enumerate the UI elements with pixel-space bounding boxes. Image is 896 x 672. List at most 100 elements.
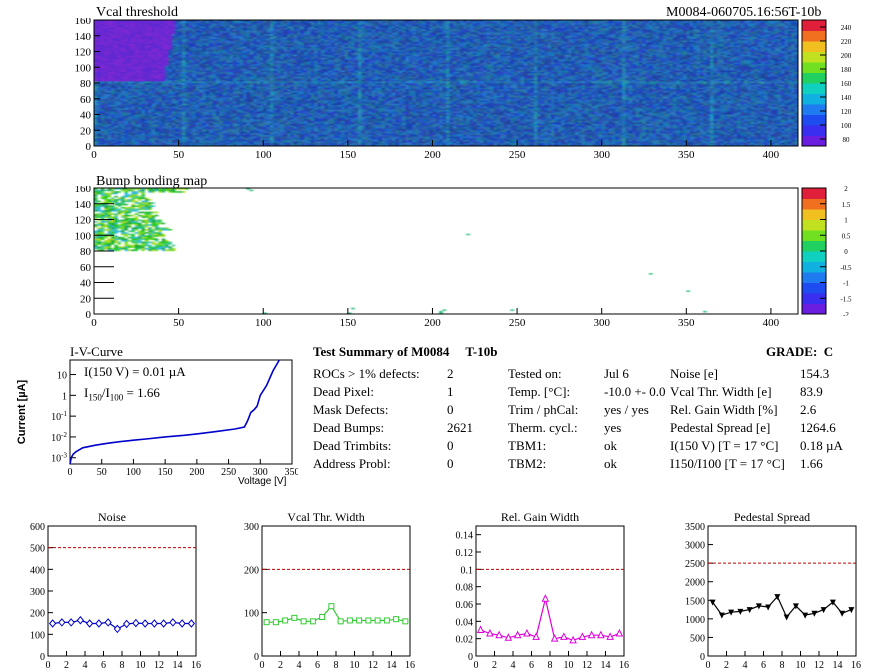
bump-bonding-xtick-label: 300: [593, 317, 610, 329]
gain-width-point: [606, 632, 614, 640]
bump-bonding-colorbar: 2 1.5 1 0.5 0 -0.5 -1 -1.5 -2: [801, 186, 852, 316]
noise-ytick-label: 300: [30, 587, 45, 598]
summary-col3-label: I150/I100 [T = 17 °C]: [670, 456, 785, 471]
pedestal-spread-xtick-label: 4: [743, 660, 748, 671]
bump-bonding-ytick-label: 160: [75, 186, 92, 195]
iv-annotation-current: I(150 V) = 0.01 µA: [84, 364, 186, 379]
summary-col3-value: 1.66: [800, 456, 823, 471]
gain-width-point: [541, 594, 550, 602]
pedestal-spread-xtick-label: 2: [724, 660, 729, 671]
noise-title: Noise: [98, 510, 126, 524]
vcal-width-ytick-label: 200: [244, 565, 259, 576]
vcal-threshold-ytick-label: 160: [75, 18, 92, 27]
summary-col1-label: Dead Bumps:: [313, 420, 385, 435]
pedestal-spread-point: [820, 607, 827, 614]
bump-bonding-ytick-label: 140: [75, 199, 92, 211]
gain-width-point: [486, 628, 494, 637]
bump-colorbar-tick-label: 1: [844, 217, 848, 225]
pedestal-spread-title: Pedestal Spread: [734, 510, 810, 524]
iv-frame: [69, 359, 293, 465]
pedestal-spread-frame: [707, 525, 857, 657]
pedestal-spread-point: [783, 614, 790, 621]
noise-frame: [47, 525, 197, 657]
pedestal-spread-ytick-label: 3500: [685, 522, 705, 533]
vcal-threshold-xtick-label: 200: [424, 149, 441, 160]
noise-point: [113, 624, 122, 634]
bump-bonding-ytick-label: 0: [86, 309, 92, 321]
vcal-threshold-ytick-label: 80: [80, 78, 92, 90]
vcal-threshold-heatmap: 0 50 100 150 200 250 300 350 400 0 20 40 60 80 100 120 1…: [75, 18, 799, 160]
bump-colorbar-band: [802, 272, 826, 283]
pedestal-spread-line: [712, 595, 852, 619]
summary-col3-value: 2.6: [800, 402, 817, 417]
vcal-colorbar-tick-label: 80: [843, 136, 851, 144]
noise-xtick-label: 16: [191, 660, 201, 671]
summary-col1-value: 0: [447, 438, 454, 453]
vcal-width-point: [319, 614, 326, 620]
iv-annotation-ratio: I150/I100 = 1.66: [84, 385, 160, 403]
noise-point: [122, 619, 131, 629]
vcal-colorbar-tick-label: 160: [841, 80, 852, 88]
vcal-threshold-colorbar: 80 100 120 140 160 180 200 220 240: [801, 19, 852, 147]
pedestal-spread-point: [839, 610, 846, 617]
vcal-threshold-ytick-label: 20: [80, 125, 92, 137]
gain-width-ytick-label: 0.04: [456, 617, 474, 628]
pedestal-spread-ytick-label: 3000: [685, 541, 705, 552]
bump-bonding-title: Bump bonding map: [96, 174, 208, 189]
pedestal-spread-point: [792, 603, 799, 610]
noise-ytick-label: 100: [30, 630, 45, 641]
bump-bonding-ytick-label: 40: [80, 278, 92, 290]
bump-bonding-xtick-label: 150: [340, 317, 357, 329]
vcal-width-chart: Vcal Thr. Width 0 2 4 6 8 10 12 14 16 0 100 200 300: [244, 510, 415, 671]
gain-width-point: [513, 630, 522, 639]
gain-width-point: [495, 630, 503, 639]
vcal-width-xtick-label: 14: [387, 660, 397, 671]
bump-bonding-xtick-label: 350: [678, 317, 695, 329]
bump-bonding-xtick-label: 400: [763, 317, 780, 329]
bump-colorbar-band: [802, 219, 826, 231]
vcal-colorbar-band: [802, 104, 826, 115]
summary-col2-label: TBM2:: [508, 456, 547, 471]
noise-point: [141, 619, 149, 628]
pedestal-spread-xtick-label: 6: [761, 660, 766, 671]
summary-col2-value: ok: [604, 438, 617, 453]
noise-ytick-label: 400: [30, 565, 45, 576]
pedestal-spread-point: [737, 608, 744, 615]
gain-width-ytick-label: 0.06: [456, 600, 474, 611]
bump-colorbar-band: [802, 303, 826, 315]
bump-bonding-ytick-label: 60: [80, 262, 92, 274]
noise-xtick-label: 8: [120, 660, 125, 671]
noise-point: [169, 618, 177, 627]
vcal-threshold-ytick-label: 140: [75, 31, 92, 43]
gain-width-xtick-label: 14: [601, 660, 611, 671]
noise-ytick-label: 0: [40, 652, 45, 663]
summary-col3-label: Vcal Thr. Width [e]: [670, 384, 772, 399]
gain-width-ytick-label: 0.12: [456, 548, 474, 559]
bump-colorbar-tick-label: -1.5: [840, 295, 852, 303]
gain-width-xtick-label: 6: [529, 660, 534, 671]
vcal-width-xtick-label: 12: [368, 660, 378, 671]
summary-col1-label: Dead Trimbits:: [313, 438, 392, 453]
bump-colorbar-band: [802, 293, 826, 304]
vcal-colorbar-tick-label: 140: [841, 94, 852, 102]
vcal-width-point: [272, 619, 279, 626]
gain-width-xtick-label: 8: [548, 660, 553, 671]
bump-bonding-ytick-label: 120: [75, 215, 92, 227]
vcal-width-point: [309, 618, 316, 625]
gain-width-point: [597, 630, 605, 639]
vcal-threshold-ytick-label: 60: [80, 94, 92, 106]
pedestal-spread-xtick-label: 0: [706, 660, 711, 671]
gain-width-ytick-label: 0.14: [456, 531, 474, 542]
vcal-colorbar-tick-label: 180: [841, 66, 852, 74]
pedestal-spread-point: [709, 599, 716, 606]
vcal-width-point: [393, 616, 400, 623]
summary-col1-label: Mask Defects:: [313, 402, 389, 417]
summary-col2-value: ok: [604, 456, 617, 471]
pedestal-spread-ytick-label: 0: [700, 652, 705, 663]
pedestal-spread-point: [774, 594, 781, 601]
iv-xtick-label: 350: [285, 467, 299, 478]
pedestal-spread-point: [746, 607, 753, 614]
vcal-threshold-xtick-label: 250: [509, 149, 526, 160]
vcal-colorbar-band: [802, 83, 826, 94]
vcal-width-point: [356, 617, 363, 624]
